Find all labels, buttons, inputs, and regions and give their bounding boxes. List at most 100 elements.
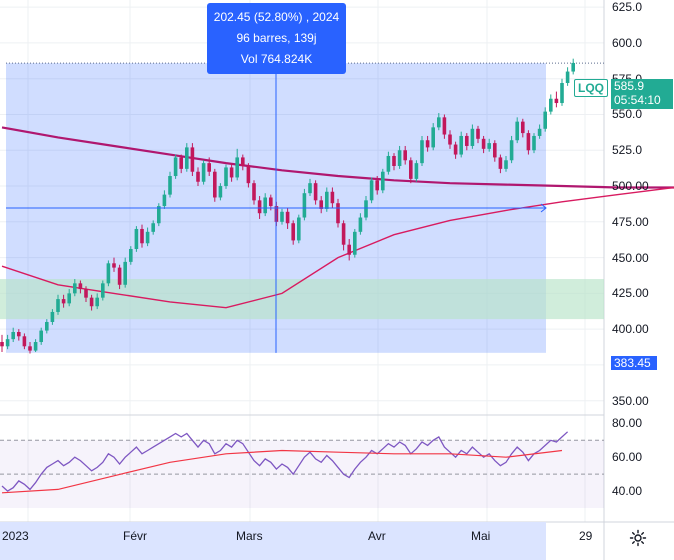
candle	[84, 286, 88, 302]
candle-body	[22, 336, 27, 347]
candle	[190, 143, 195, 177]
candle	[50, 309, 55, 325]
candle	[319, 196, 323, 214]
candle-body	[151, 223, 155, 232]
candle-body	[50, 311, 55, 322]
candle	[442, 114, 447, 139]
candle	[246, 163, 251, 188]
candle	[347, 238, 351, 261]
candle	[17, 329, 21, 341]
tooltip-volume: Vol 764.824K	[240, 52, 313, 66]
last-price: 585.9	[614, 79, 645, 93]
candle-body	[207, 163, 211, 172]
candle-body	[336, 203, 340, 224]
price-axis-label: 450.00	[612, 250, 649, 265]
candle	[73, 279, 77, 297]
price-axis-label: 350.00	[612, 393, 649, 408]
candle	[431, 123, 435, 151]
candle	[0, 334, 4, 353]
candle	[157, 203, 161, 227]
candle-body	[263, 197, 267, 214]
candle	[201, 160, 206, 185]
price-axis-label: 600.0	[612, 35, 643, 50]
candle-body	[145, 231, 150, 244]
candle	[106, 260, 111, 287]
candle-body	[375, 180, 379, 191]
candle	[45, 319, 49, 334]
candle	[140, 224, 144, 248]
candle	[554, 91, 559, 108]
candle-body	[196, 171, 200, 182]
price-axis-label: 500.00	[612, 179, 649, 194]
candle-body	[285, 211, 290, 224]
candle-body	[252, 183, 256, 201]
candle	[173, 154, 178, 179]
candle	[515, 117, 519, 144]
candle	[297, 214, 301, 244]
moving-average-slow	[1, 126, 674, 189]
rsi-line	[1, 431, 569, 492]
candle	[493, 140, 497, 162]
candle	[67, 289, 71, 307]
candle-body	[403, 150, 407, 161]
candle-body	[106, 263, 111, 284]
candle	[101, 280, 105, 301]
candle	[470, 124, 475, 149]
candle	[425, 135, 430, 152]
candle	[409, 157, 413, 184]
candle-body	[347, 244, 351, 255]
candle-body	[129, 249, 133, 262]
candle	[453, 141, 458, 159]
measure-tooltip: 202.45 (52.80%) , 2024 96 barres, 139j V…	[207, 3, 346, 74]
candles-layer	[0, 58, 575, 354]
candle	[526, 130, 531, 155]
candle-body	[73, 283, 77, 294]
candle	[213, 168, 217, 202]
price-axis-label: 525.0	[612, 143, 643, 158]
candle-body	[112, 263, 116, 268]
price-axis-label: 625.0	[612, 0, 643, 15]
candle-body	[549, 98, 553, 112]
candle	[543, 107, 547, 132]
candle	[448, 130, 452, 149]
candle	[196, 167, 200, 187]
candle-body	[11, 332, 15, 340]
candle-body	[481, 138, 486, 149]
candle	[302, 188, 307, 221]
candle	[532, 133, 536, 154]
candle-body	[117, 267, 122, 285]
candle-body	[5, 339, 10, 347]
candle	[229, 163, 234, 182]
candle	[487, 138, 491, 152]
candle	[22, 333, 27, 350]
candle-body	[470, 128, 475, 146]
candle-body	[509, 140, 514, 161]
moving-average-fast	[1, 186, 674, 309]
candle	[224, 164, 228, 189]
candle	[168, 171, 172, 198]
candle-body	[319, 200, 323, 209]
candle-body	[414, 163, 419, 179]
settings-button[interactable]	[627, 527, 649, 549]
candle-body	[190, 147, 195, 172]
candle-body	[67, 293, 71, 304]
time-axis-label: Févr	[123, 529, 147, 543]
candle	[291, 220, 295, 245]
candle	[381, 168, 385, 194]
candle	[5, 334, 10, 350]
candle	[28, 342, 32, 354]
candle	[571, 58, 575, 75]
time-axis-label: 29	[579, 529, 593, 543]
candle	[414, 160, 419, 182]
candle-body	[521, 121, 525, 134]
candle	[358, 213, 363, 235]
candle-body	[308, 183, 312, 194]
candle-body	[201, 163, 206, 182]
candle-body	[442, 117, 447, 135]
candle	[459, 131, 463, 158]
candle-body	[235, 157, 239, 178]
candle-body	[229, 167, 234, 178]
candle-body	[397, 150, 402, 166]
